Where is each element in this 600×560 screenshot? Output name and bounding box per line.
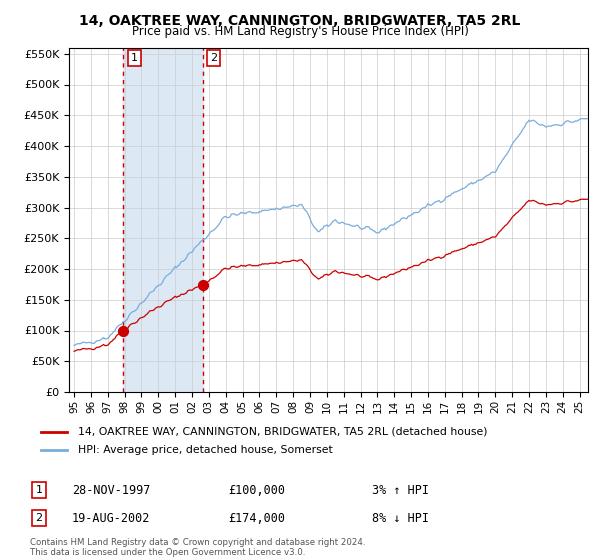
Text: Price paid vs. HM Land Registry's House Price Index (HPI): Price paid vs. HM Land Registry's House …	[131, 25, 469, 38]
Bar	[123, 48, 203, 392]
Text: 14, OAKTREE WAY, CANNINGTON, BRIDGWATER, TA5 2RL: 14, OAKTREE WAY, CANNINGTON, BRIDGWATER,…	[79, 14, 521, 28]
Text: Contains HM Land Registry data © Crown copyright and database right 2024.
This d: Contains HM Land Registry data © Crown c…	[30, 538, 365, 557]
Text: 8% ↓ HPI: 8% ↓ HPI	[372, 511, 429, 525]
Point	[118, 326, 128, 335]
Text: 1: 1	[35, 485, 43, 495]
Text: 19-AUG-2002: 19-AUG-2002	[72, 511, 151, 525]
Text: £174,000: £174,000	[228, 511, 285, 525]
Text: 3% ↑ HPI: 3% ↑ HPI	[372, 483, 429, 497]
Text: 14, OAKTREE WAY, CANNINGTON, BRIDGWATER, TA5 2RL (detached house): 14, OAKTREE WAY, CANNINGTON, BRIDGWATER,…	[77, 427, 487, 437]
Text: 2: 2	[210, 53, 217, 63]
Text: HPI: Average price, detached house, Somerset: HPI: Average price, detached house, Some…	[77, 445, 332, 455]
Text: 28-NOV-1997: 28-NOV-1997	[72, 483, 151, 497]
Text: 1: 1	[131, 53, 138, 63]
Point	[198, 281, 208, 290]
Text: £100,000: £100,000	[228, 483, 285, 497]
Text: 2: 2	[35, 513, 43, 523]
